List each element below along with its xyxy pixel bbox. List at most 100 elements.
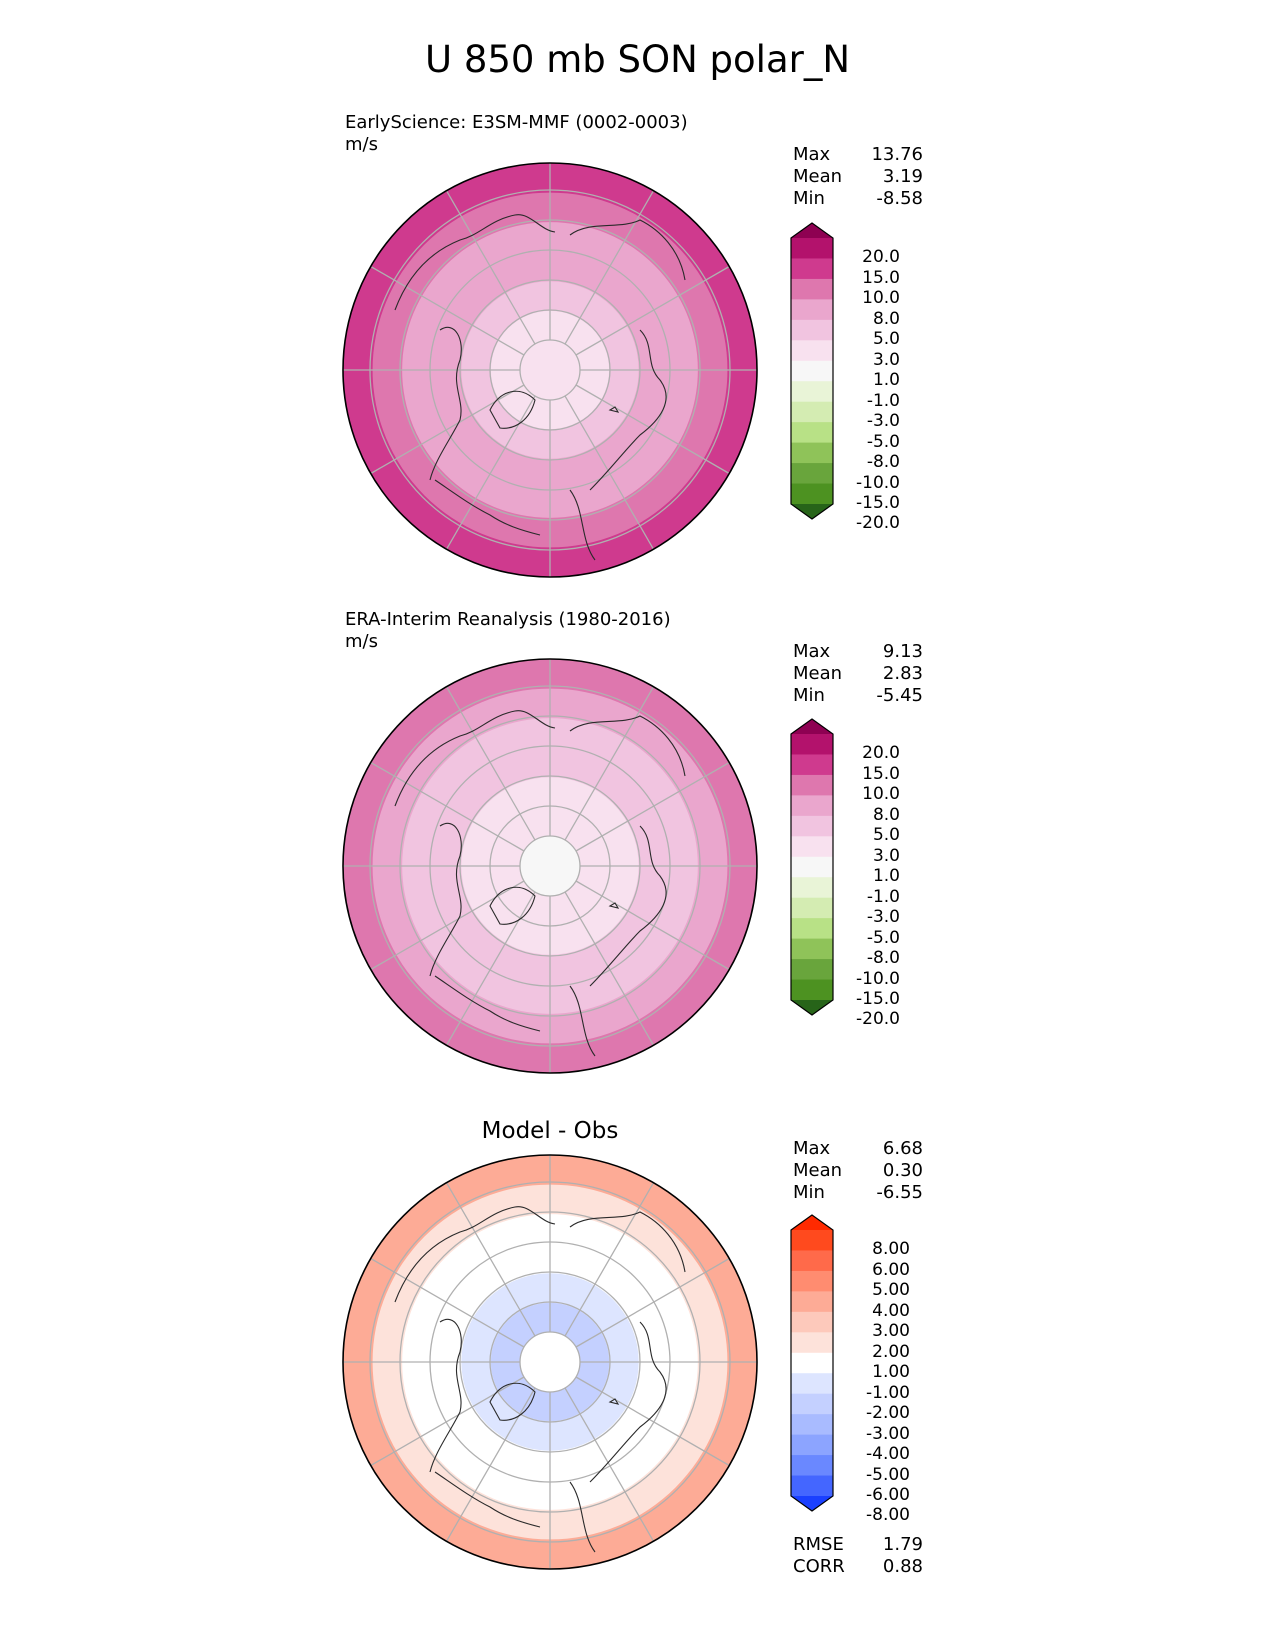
- panel3-max-value: 6.68: [882, 1138, 923, 1159]
- colorbar-bin: [791, 774, 833, 796]
- meridian-line: [370, 384, 525, 475]
- colorbar-outline: [790, 718, 834, 1016]
- colorbar-bin: [791, 278, 833, 300]
- panel1-colorbar: [790, 222, 834, 520]
- colorbar-tick-label: -1.0: [866, 886, 900, 907]
- colorbar-tick-label: -8.0: [866, 452, 900, 473]
- colorbar-outline: [790, 1214, 834, 1512]
- colorbar-tick-label: -15.0: [856, 989, 900, 1009]
- colorbar-bin: [791, 401, 833, 423]
- colorbar-bin: [791, 340, 833, 362]
- colorbar-tick-label: 1.00: [872, 1362, 910, 1383]
- coastline: [589, 329, 667, 491]
- colorbar-tick-label: -6.00: [866, 1485, 910, 1505]
- colorbar-tick-label: 8.0: [872, 308, 900, 329]
- metric-label-rmse: RMSE: [793, 1534, 844, 1555]
- colorbar-tick-label: -5.00: [866, 1464, 910, 1485]
- coastline: [569, 985, 596, 1057]
- colorbar-bin: [791, 319, 833, 341]
- colorbar-bin: [791, 856, 833, 878]
- coastline: [589, 825, 667, 987]
- meridian-line: [564, 891, 655, 1046]
- colorbar-tick-label: -3.0: [866, 907, 900, 928]
- colorbar-bin: [791, 422, 833, 444]
- colorbar-extension-max: [791, 223, 833, 238]
- stat-label-max: Max: [793, 144, 831, 165]
- coastline: [394, 214, 556, 311]
- panel2-stats: Max 9.13 Mean 2.83 Min -5.45: [793, 641, 923, 707]
- panel3-metrics: RMSE 1.79 CORR 0.88: [793, 1534, 923, 1578]
- meridian-line: [564, 190, 655, 345]
- colorbar-bin: [791, 1332, 833, 1354]
- colorbar-bin: [791, 877, 833, 899]
- panel2-colorbar: [790, 718, 834, 1016]
- colorbar-tick-label: 6.00: [872, 1259, 910, 1280]
- colorbar-bin: [791, 299, 833, 321]
- colorbar-bin: [791, 1414, 833, 1436]
- colorbar-tick-label: -4.00: [866, 1444, 910, 1465]
- colorbar-tick-label: 20.0: [862, 743, 900, 764]
- meridian-line: [564, 395, 655, 550]
- colorbar-tick-label: -15.0: [856, 493, 900, 513]
- colorbar-bin: [791, 483, 833, 505]
- field-ring: [520, 1332, 580, 1392]
- colorbar-bin: [791, 938, 833, 960]
- colorbar-tick-label: 4.00: [872, 1300, 910, 1321]
- colorbar-tick-label: -8.0: [866, 948, 900, 969]
- colorbar-tick-label: 2.00: [872, 1341, 910, 1362]
- map-boundary: [342, 1154, 758, 1570]
- colorbar-bin: [791, 1434, 833, 1456]
- colorbar-bin: [791, 1393, 833, 1415]
- colorbar-tick-label: -20.0: [856, 513, 900, 534]
- meridian-line: [575, 1376, 730, 1467]
- colorbar-tick-label: -8.00: [866, 1505, 910, 1526]
- colorbar-bin: [791, 258, 833, 280]
- panel2-colorbar-ticks: 20.0 15.0 10.0 8.0 5.0 3.0 1.0 -1.0 -3.0 -5.0 -8.0…: [840, 718, 900, 1028]
- colorbar-tick-label: -20.0: [856, 1009, 900, 1030]
- coastline: [434, 479, 541, 536]
- coastline: [394, 710, 556, 807]
- colorbar-bin: [791, 1270, 833, 1292]
- meridian-line: [575, 265, 730, 356]
- metric-label-corr: CORR: [793, 1556, 845, 1577]
- panel1-units: m/s: [345, 134, 378, 155]
- stat-label-min: Min: [793, 1182, 825, 1203]
- meridian-line: [445, 1182, 536, 1337]
- stat-label-mean: Mean: [793, 1160, 843, 1181]
- colorbar-tick-label: 3.00: [872, 1321, 910, 1342]
- colorbar-extension-min: [791, 1496, 833, 1511]
- meridian-line: [575, 880, 730, 971]
- colorbar-tick-label: 10.0: [862, 784, 900, 805]
- coastline: [608, 406, 620, 413]
- panel1-colorbar-ticks: 20.0 15.0 10.0 8.0 5.0 3.0 1.0 -1.0 -3.0 -5.0 -8.0…: [840, 222, 900, 532]
- panel2-map: [342, 658, 758, 1074]
- figure-title: U 850 mb SON polar_N: [424, 38, 851, 81]
- colorbar-tick-label: 15.0: [862, 763, 900, 784]
- colorbar-bin: [791, 381, 833, 403]
- panel3-colorbar: [790, 1214, 834, 1512]
- coastline: [569, 219, 686, 281]
- colorbar-bin: [791, 360, 833, 382]
- colorbar-bin: [791, 1311, 833, 1333]
- coastline: [569, 1211, 686, 1273]
- colorbar-bin: [791, 442, 833, 464]
- panel1-stats: Max 13.76 Mean 3.19 Min -8.58: [793, 144, 923, 210]
- colorbar-tick-label: -5.0: [866, 927, 900, 948]
- colorbar-bin: [791, 1373, 833, 1395]
- coastline: [489, 1382, 536, 1421]
- panel2-min-value: -5.45: [876, 685, 923, 706]
- colorbar-bin: [791, 1475, 833, 1497]
- coastline: [489, 390, 536, 429]
- colorbar-bin: [791, 836, 833, 858]
- colorbar-tick-label: 10.0: [862, 288, 900, 309]
- colorbar-bin: [791, 897, 833, 919]
- colorbar-tick-label: 20.0: [862, 247, 900, 268]
- meridian-line: [564, 1182, 655, 1337]
- colorbar-bin: [791, 238, 833, 260]
- coastline: [489, 886, 536, 925]
- panel3-colorbar-ticks: 8.00 6.00 5.00 4.00 3.00 2.00 1.00 -1.00 -2.00 -3…: [840, 1214, 910, 1524]
- field-ring: [520, 836, 580, 896]
- colorbar-tick-label: 5.0: [872, 329, 900, 350]
- colorbar-bin: [791, 1230, 833, 1252]
- meridian-line: [370, 1257, 525, 1348]
